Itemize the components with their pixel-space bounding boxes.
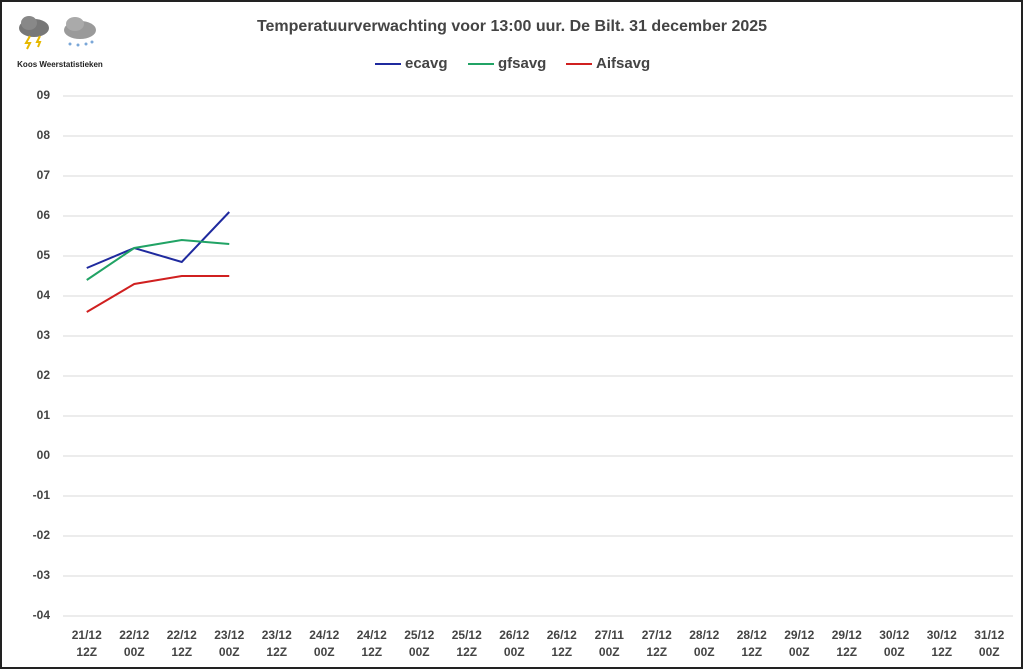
x-tick-label: 27/12 12Z (642, 628, 672, 659)
x-tick-label: 24/12 12Z (357, 628, 387, 659)
x-tick-label: 27/11 00Z (595, 628, 625, 659)
y-tick-label: 01 (37, 408, 51, 422)
logo-icons (19, 16, 96, 50)
legend-label: gfsavg (498, 55, 546, 72)
legend-label: ecavg (405, 55, 448, 72)
y-tick-label: -01 (33, 488, 51, 502)
x-tick-label: 26/12 12Z (547, 628, 577, 659)
series-line (86, 275, 230, 313)
x-tick-label: 21/12 12Z (72, 628, 102, 659)
y-tick-label: 06 (37, 208, 51, 222)
x-tick-label: 25/12 00Z (404, 628, 434, 659)
y-tick-label: 07 (37, 168, 51, 182)
x-tick-label: 30/12 12Z (927, 628, 957, 659)
x-tick-label: 28/12 12Z (737, 628, 767, 659)
y-tick-label: 02 (37, 368, 51, 382)
x-tick-label: 24/12 00Z (309, 628, 339, 659)
x-tick-label: 29/12 12Z (832, 628, 862, 659)
x-tick-label: 31/12 00Z (974, 628, 1004, 659)
y-tick-label: 05 (37, 248, 51, 262)
x-tick-label: 23/12 00Z (214, 628, 244, 659)
y-tick-label: -02 (33, 528, 51, 542)
x-tick-label: 29/12 00Z (784, 628, 814, 659)
y-tick-label: 08 (37, 128, 51, 142)
series-line (86, 211, 230, 269)
legend-label: Aifsavg (596, 55, 650, 72)
y-tick-label: 04 (37, 288, 51, 302)
x-tick-label: 30/12 00Z (879, 628, 909, 659)
x-tick-label: 25/12 12Z (452, 628, 482, 659)
y-tick-label: 09 (37, 88, 51, 102)
y-tick-label: 00 (37, 448, 51, 462)
y-tick-label: 03 (37, 328, 51, 342)
x-tick-label: 23/12 12Z (262, 628, 292, 659)
y-tick-label: -04 (33, 608, 51, 622)
series-line (86, 238, 230, 281)
logo-text: Koos Weerstatistieken (17, 60, 103, 69)
x-tick-label: 26/12 00Z (499, 628, 529, 659)
x-tick-label: 22/12 12Z (167, 628, 197, 659)
x-tick-label: 22/12 00Z (119, 628, 149, 659)
y-tick-label: -03 (33, 568, 51, 582)
x-tick-label: 28/12 00Z (689, 628, 719, 659)
chart-title: Temperatuurverwachting voor 13:00 uur. D… (257, 18, 767, 35)
